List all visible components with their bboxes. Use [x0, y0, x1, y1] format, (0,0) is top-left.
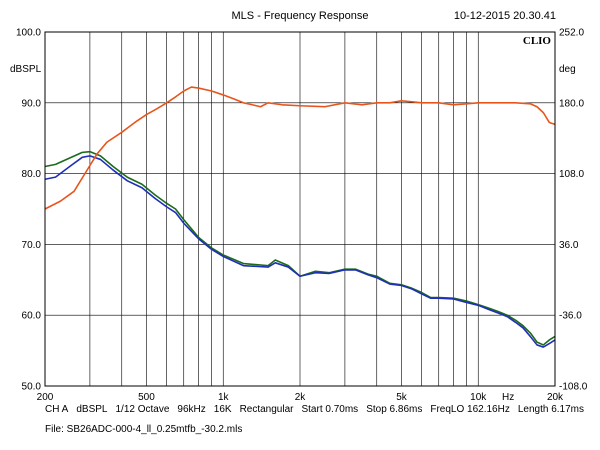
plot-frame	[44, 31, 556, 387]
setting-item: FreqLO 162.16Hz	[430, 404, 510, 415]
setting-item: Start 0.70ms	[301, 404, 359, 415]
x-tick-label: 5k	[396, 392, 408, 403]
y-right-tick-label: 36.0	[559, 240, 579, 251]
x-tick-label: 10k	[470, 392, 487, 403]
x-tick-labels: 200 500 1k 2k 5k 10k 20k	[37, 392, 564, 403]
grid	[45, 32, 555, 386]
setting-item: Rectangular	[239, 404, 294, 415]
y-left-tick-label: 90.0	[22, 98, 42, 109]
x-unit-label: Hz	[502, 392, 514, 403]
y-left-tick-label: 70.0	[22, 240, 42, 251]
series-line-3	[44, 86, 556, 210]
setting-item: CH A	[45, 404, 69, 415]
chart-title: MLS - Frequency Response	[232, 10, 369, 22]
y-right-tick-label: 180.0	[559, 98, 584, 109]
setting-item: Stop 6.86ms	[366, 404, 423, 415]
x-tick-label: 20k	[547, 392, 564, 403]
y-right-tick-label: -108.0	[559, 382, 588, 393]
x-tick-label: 1k	[218, 392, 230, 403]
y-right-tick-label: -36.0	[559, 311, 582, 322]
setting-item: 96kHz	[177, 404, 206, 415]
y-right-tick-label: 252.0	[559, 28, 584, 39]
y-left-tick-label: 100.0	[16, 28, 41, 39]
setting-item: 16K	[213, 404, 232, 415]
series-line-2	[44, 155, 556, 348]
x-tick-label: 200	[37, 392, 54, 403]
y-left-tick-label: 80.0	[22, 169, 42, 180]
y-right-axis-label: deg	[559, 64, 576, 75]
y-right-tick-labels: 252.0 180.0 108.0 36.0 -36.0 -108.0	[559, 28, 588, 393]
setting-item: dBSPL	[76, 404, 108, 415]
y-left-axis-label: dBSPL	[10, 64, 42, 75]
x-tick-label: 2k	[295, 392, 307, 403]
file-name: File: SB26ADC-000-4_ll_0.25mtfb_-30.2.ml…	[45, 424, 243, 435]
series-layer	[44, 86, 556, 348]
timestamp: 10-12-2015 20.30.41	[454, 10, 556, 22]
brand-logo: CLIO	[523, 35, 552, 47]
measurement-settings: CH A dBSPL 1/12 Octave 96kHz 16K Rectangular S…	[45, 404, 592, 415]
y-right-tick-label: 108.0	[559, 169, 584, 180]
y-left-tick-label: 50.0	[22, 382, 42, 393]
y-left-tick-labels: 100.0 90.0 80.0 70.0 60.0 50.0	[16, 28, 41, 393]
setting-item: Length 6.17ms	[517, 404, 585, 415]
y-left-tick-label: 60.0	[22, 311, 42, 322]
x-tick-label: 500	[138, 392, 155, 403]
setting-item: 1/12 Octave	[115, 404, 170, 415]
